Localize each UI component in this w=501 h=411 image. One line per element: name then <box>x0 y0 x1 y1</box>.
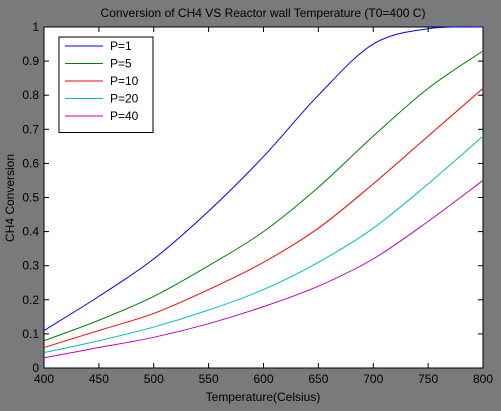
series-lines <box>43 26 484 359</box>
legend-label: P=5 <box>110 57 132 71</box>
legend-label: P=20 <box>110 92 139 106</box>
x-tick-label: 700 <box>363 372 383 386</box>
x-tick-label: 750 <box>418 372 438 386</box>
x-tick-label: 650 <box>308 372 328 386</box>
y-tick-label: 0.9 <box>22 54 39 68</box>
legend: P=1 P=5 P=10 P=20 P=40 <box>58 36 154 133</box>
y-tick-label: 0.6 <box>22 156 39 170</box>
legend-label: P=1 <box>110 39 132 53</box>
y-tick-label: 0.2 <box>22 293 39 307</box>
y-tick-label: 0.3 <box>22 259 39 273</box>
series-line-p40 <box>43 180 484 359</box>
x-tick-label: 800 <box>473 372 493 386</box>
y-axis-label: CH4 Conversion <box>3 154 17 242</box>
series-line-p10 <box>43 88 484 349</box>
x-tick-label: 550 <box>199 372 219 386</box>
x-tick-label: 600 <box>253 372 273 386</box>
series-line-p5 <box>43 50 484 342</box>
x-tick-label: 400 <box>34 372 54 386</box>
y-tick-label: 0.7 <box>22 122 39 136</box>
chart-title: Conversion of CH4 VS Reactor wall Temper… <box>101 6 426 20</box>
y-tick-label: 0.8 <box>22 88 39 102</box>
y-tick-label: 0.4 <box>22 225 39 239</box>
series-line-p20 <box>43 135 484 354</box>
y-tick-label: 0.1 <box>22 327 39 341</box>
legend-label: P=10 <box>110 74 139 88</box>
x-tick-label: 500 <box>144 372 164 386</box>
axes: 400 450 500 550 600 650 700 750 800 0 0.1 0.2 0.3 0.4… <box>22 20 493 386</box>
series-line-p1 <box>43 26 484 331</box>
legend-box <box>58 36 154 133</box>
legend-label: P=40 <box>110 109 139 123</box>
y-tick-label: 0.5 <box>22 191 39 205</box>
y-tick-label: 1 <box>32 20 39 34</box>
y-tick-label: 0 <box>32 361 39 375</box>
x-tick-label: 450 <box>89 372 109 386</box>
x-axis-label: Temperature(Celsius) <box>206 390 321 404</box>
